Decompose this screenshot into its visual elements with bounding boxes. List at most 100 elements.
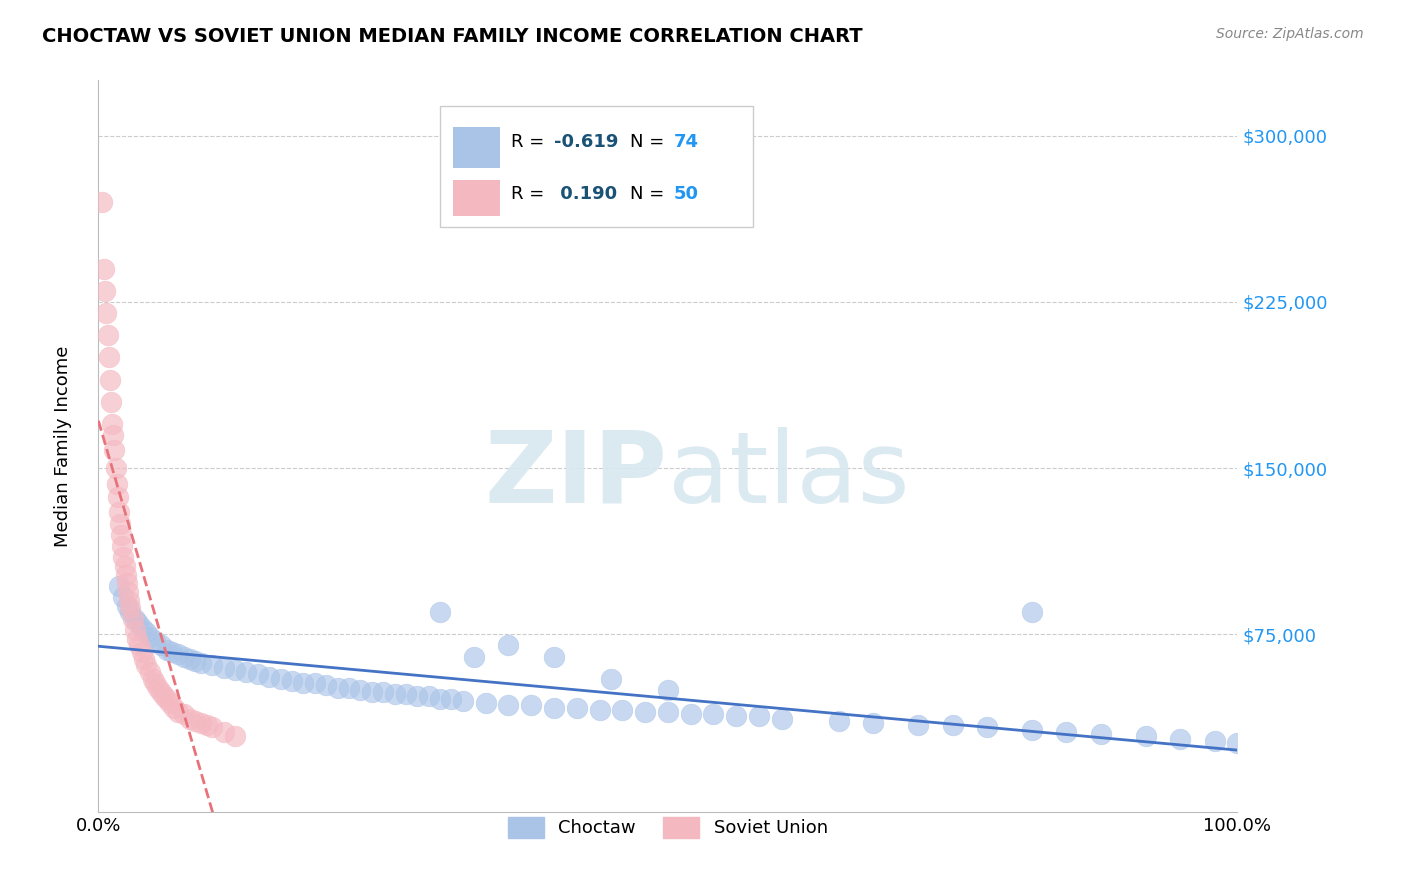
Point (429, 605, 451, 619)
Point (111, 539, 134, 553)
Point (384, 687, 406, 701)
Text: N =: N = (630, 133, 671, 151)
Point (326, 681, 349, 695)
Point (184, 714, 207, 728)
Point (725, 709, 748, 723)
Point (162, 645, 184, 659)
Point (108, 579, 131, 593)
Text: R =: R = (510, 186, 550, 203)
Point (748, 709, 770, 723)
Point (146, 681, 169, 695)
Point (117, 585, 139, 599)
Point (474, 696, 496, 710)
Point (195, 718, 218, 732)
Point (150, 685, 173, 699)
Point (451, 694, 474, 708)
Point (167, 705, 190, 719)
Point (520, 698, 543, 713)
Point (395, 687, 418, 701)
Text: 0.190: 0.190 (554, 186, 617, 203)
Point (127, 616, 149, 631)
Point (114, 567, 136, 582)
Point (108, 506, 131, 520)
Text: N =: N = (630, 186, 671, 203)
Point (1021, 605, 1043, 619)
Text: 74: 74 (673, 133, 699, 151)
Point (612, 703, 634, 717)
Point (98, 372, 121, 386)
Point (131, 621, 153, 635)
Point (104, 461, 127, 475)
Point (657, 682, 679, 697)
Legend: Choctaw, Soviet Union: Choctaw, Soviet Union (499, 807, 837, 847)
Point (103, 428, 125, 442)
Point (770, 712, 793, 726)
Point (150, 639, 173, 653)
Point (103, 443, 125, 458)
Point (360, 685, 382, 699)
Point (101, 417, 124, 431)
Text: Source: ZipAtlas.com: Source: ZipAtlas.com (1216, 27, 1364, 41)
Point (543, 649, 565, 664)
Point (702, 707, 724, 722)
Point (588, 703, 610, 717)
Point (304, 676, 326, 690)
Point (679, 707, 702, 722)
FancyBboxPatch shape (453, 127, 501, 168)
Point (224, 663, 246, 677)
Point (159, 696, 181, 710)
Point (138, 630, 160, 644)
Point (145, 676, 167, 690)
Point (212, 660, 235, 674)
Point (179, 652, 201, 666)
Point (128, 639, 150, 653)
Point (565, 700, 588, 714)
Point (167, 648, 190, 662)
Point (108, 516, 131, 531)
Point (828, 714, 851, 728)
Point (371, 685, 394, 699)
Point (190, 716, 212, 731)
Point (96, 306, 118, 320)
Point (131, 645, 153, 659)
Point (1170, 731, 1192, 746)
Point (156, 691, 179, 706)
Point (259, 669, 281, 683)
Point (201, 658, 224, 673)
FancyBboxPatch shape (440, 106, 754, 227)
Point (337, 681, 360, 695)
Point (1226, 736, 1249, 750)
Point (498, 698, 520, 713)
Point (115, 576, 138, 591)
Point (112, 549, 135, 564)
Point (118, 594, 141, 608)
Point (418, 690, 440, 704)
Point (862, 716, 884, 731)
Point (1135, 730, 1157, 744)
Point (93, 261, 115, 276)
Point (124, 623, 146, 637)
Text: R =: R = (510, 133, 550, 151)
Point (224, 730, 246, 744)
Point (201, 721, 224, 735)
Point (105, 476, 128, 491)
Point (315, 678, 337, 692)
Point (138, 665, 160, 679)
Text: CHOCTAW VS SOVIET UNION MEDIAN FAMILY INCOME CORRELATION CHART: CHOCTAW VS SOVIET UNION MEDIAN FAMILY IN… (42, 27, 863, 45)
Text: -0.619: -0.619 (554, 133, 619, 151)
Point (153, 690, 176, 704)
Point (184, 654, 207, 668)
Point (94, 284, 117, 298)
Point (1021, 723, 1043, 737)
Point (270, 672, 292, 686)
Point (281, 673, 304, 688)
Point (100, 394, 122, 409)
Point (112, 590, 135, 604)
Point (173, 649, 195, 664)
Point (463, 649, 485, 664)
Point (115, 599, 138, 613)
Point (246, 667, 269, 681)
Point (162, 700, 184, 714)
Point (942, 718, 965, 732)
Point (600, 672, 623, 686)
